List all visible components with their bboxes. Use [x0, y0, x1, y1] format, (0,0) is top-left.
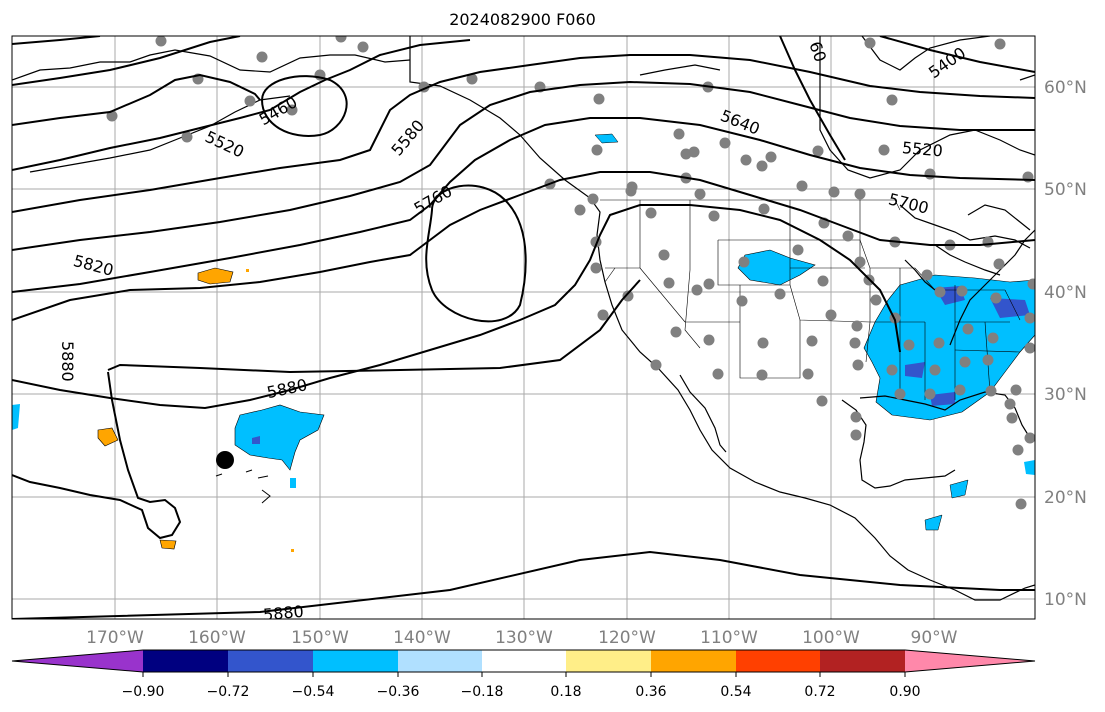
- lon-label-150w: 150°W: [291, 628, 349, 648]
- latitude-labels: 60°N 50°N 40°N 30°N 20°N 10°N: [1044, 78, 1087, 610]
- longitude-labels: 170°W 160°W 150°W 140°W 130°W 120°W 110°…: [86, 628, 958, 648]
- shading-pacific-positive: [197, 267, 234, 285]
- lat-label-40n: 40°N: [1044, 283, 1087, 303]
- colorbar-tick-1: −0.72: [207, 684, 250, 700]
- lon-label-90w: 90°W: [911, 628, 958, 648]
- lat-label-30n: 30°N: [1044, 385, 1087, 405]
- colorbar-segment-7: [651, 650, 736, 672]
- colorbar-segment-8: [736, 650, 820, 672]
- colorbar-tick-4: −0.18: [461, 684, 504, 700]
- shading-east-us: [863, 274, 1035, 421]
- colorbar-tick-9: 0.90: [889, 684, 920, 700]
- lon-label-170w: 170°W: [86, 628, 144, 648]
- shading-hawaii: [234, 404, 325, 471]
- colorbar-tick-0: −0.90: [122, 684, 165, 700]
- colorbar-segment-3: [313, 650, 398, 672]
- lon-label-130w: 130°W: [495, 628, 553, 648]
- highlight-marker: [216, 451, 234, 469]
- colorbar-tick-3: −0.36: [377, 684, 420, 700]
- lon-label-110w: 110°W: [700, 628, 758, 648]
- lon-label-100w: 100°W: [802, 628, 860, 648]
- contour-label-5880-west: 5880: [58, 341, 77, 382]
- colorbar-tick-5: 0.18: [550, 684, 581, 700]
- lat-label-60n: 60°N: [1044, 78, 1087, 98]
- colorbar: −0.90 −0.72 −0.54 −0.36 −0.18 0.18 0.36 …: [11, 649, 1036, 700]
- lon-label-160w: 160°W: [188, 628, 246, 648]
- colorbar-tick-7: 0.54: [720, 684, 751, 700]
- shading-colorado: [737, 249, 816, 286]
- lon-label-140w: 140°W: [393, 628, 451, 648]
- colorbar-segment-4: [398, 650, 482, 672]
- colorbar-segment-2: [228, 650, 313, 672]
- contour-label-5880-south: 5880: [262, 602, 304, 624]
- colorbar-tick-8: 0.72: [804, 684, 835, 700]
- map-border: [11, 35, 1036, 620]
- lat-label-10n: 10°N: [1044, 590, 1087, 610]
- height-contours: [12, 36, 1035, 619]
- lat-label-50n: 50°N: [1044, 180, 1087, 200]
- political-borders: [600, 199, 1021, 400]
- lat-label-20n: 20°N: [1044, 488, 1087, 508]
- islands: [215, 469, 271, 504]
- colorbar-segment-5: [482, 650, 566, 672]
- colorbar-segment-10: [905, 650, 1035, 672]
- colorbar-tick-6: 0.36: [635, 684, 666, 700]
- colorbar-segment-1: [143, 650, 228, 672]
- contour-label-5520-east: 5520: [901, 138, 943, 160]
- map-title: 2024082900 F060: [449, 10, 596, 29]
- colorbar-segment-0: [12, 650, 143, 672]
- colorbar-segment-6: [566, 650, 651, 672]
- colorbar-tick-2: −0.54: [292, 684, 335, 700]
- coastlines: [12, 36, 1035, 601]
- colorbar-segment-9: [820, 650, 905, 672]
- lon-label-120w: 120°W: [598, 628, 656, 648]
